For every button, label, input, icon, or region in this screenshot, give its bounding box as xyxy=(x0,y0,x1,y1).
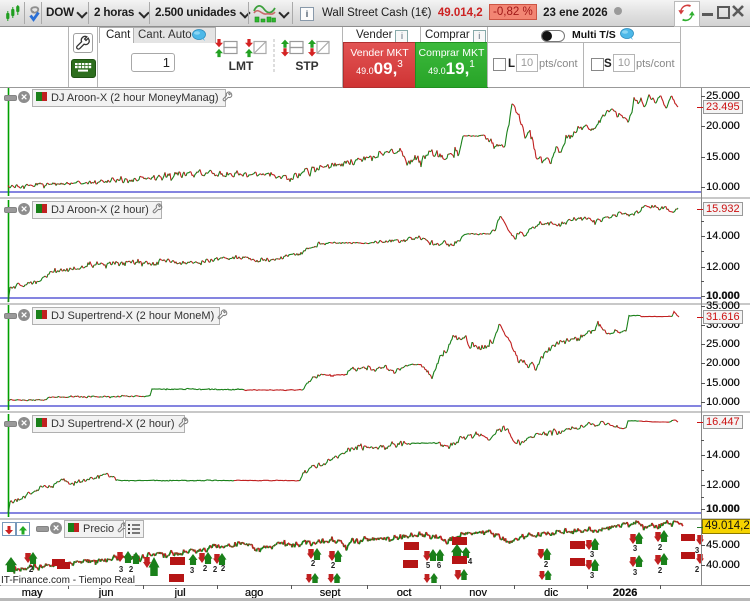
svg-text:3: 3 xyxy=(590,550,595,559)
svg-text:2: 2 xyxy=(129,565,134,574)
svg-text:2: 2 xyxy=(213,565,218,574)
svg-text:2: 2 xyxy=(544,560,549,569)
svg-text:4: 4 xyxy=(468,557,473,566)
svg-text:2: 2 xyxy=(29,565,34,574)
svg-text:STP: STP xyxy=(295,59,318,73)
svg-text:2: 2 xyxy=(331,561,336,570)
svg-text:2: 2 xyxy=(658,543,663,552)
svg-text:3: 3 xyxy=(695,546,700,555)
svg-text:3: 3 xyxy=(633,568,638,577)
svg-text:2: 2 xyxy=(221,564,226,573)
svg-text:2: 2 xyxy=(311,559,316,568)
svg-text:5: 5 xyxy=(426,561,431,570)
svg-text:3: 3 xyxy=(633,544,638,553)
svg-text:3: 3 xyxy=(590,571,595,580)
svg-text:3: 3 xyxy=(119,565,124,574)
svg-text:LMT: LMT xyxy=(229,59,254,73)
svg-text:2: 2 xyxy=(203,564,208,573)
svg-text:2: 2 xyxy=(695,565,700,574)
svg-text:6: 6 xyxy=(437,561,442,570)
svg-text:2: 2 xyxy=(658,566,663,575)
svg-text:3: 3 xyxy=(190,566,195,575)
